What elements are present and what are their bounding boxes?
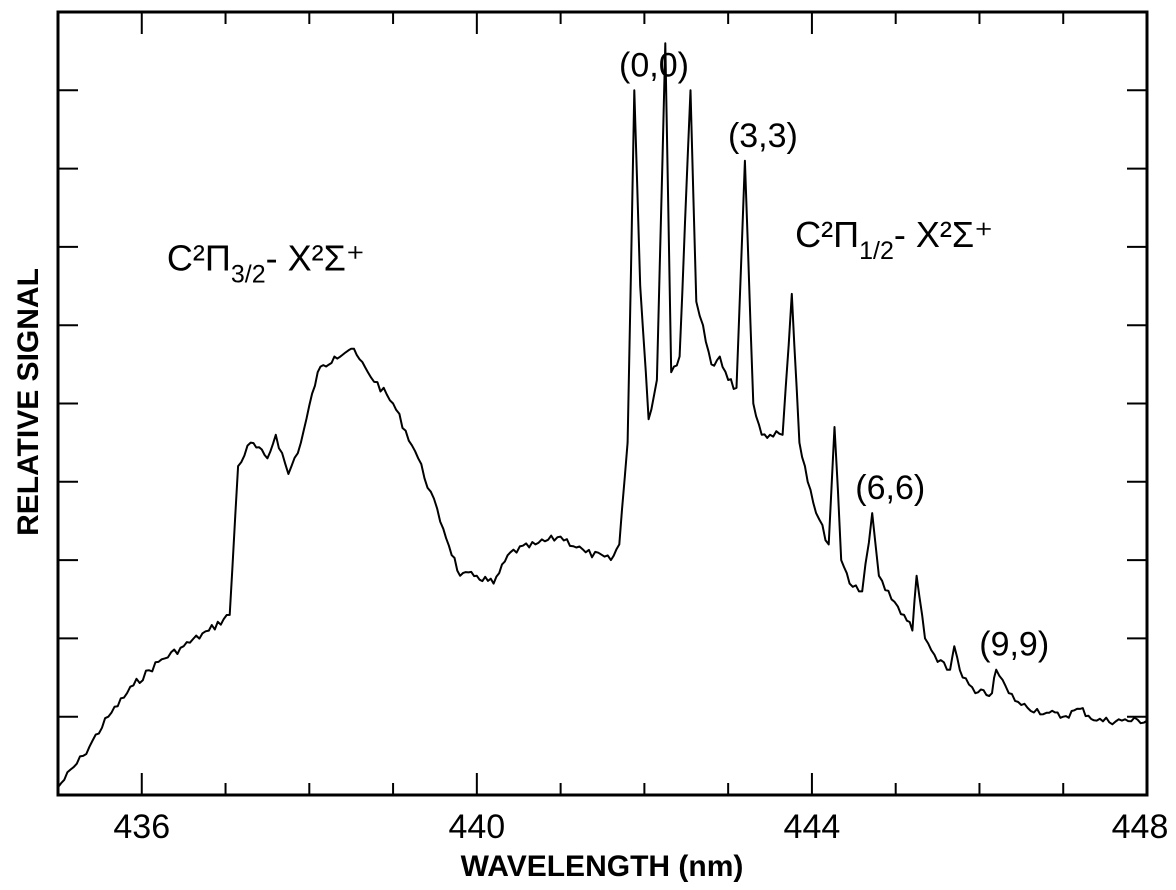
peak-annotation: (0,0) <box>619 46 689 84</box>
x-tick-label: 436 <box>113 808 170 846</box>
x-tick-labels: 436 440 444 448 <box>113 808 1168 846</box>
peak-annotation: (3,3) <box>728 117 798 155</box>
y-axis-title: RELATIVE SIGNAL <box>12 268 45 536</box>
x-tick-label: 444 <box>784 808 841 846</box>
peak-annotation: (6,6) <box>855 469 925 507</box>
spectrum-series-line <box>57 42 1148 788</box>
band-label: C²Π1/2- X²Σ⁺ <box>795 214 993 265</box>
plot-frame <box>56 10 1149 797</box>
x-axis-title: WAVELENGTH (nm) <box>461 850 744 883</box>
band-labels: C²Π3/2- X²Σ⁺ C²Π1/2- X²Σ⁺ <box>167 214 993 288</box>
peak-annotation: (9,9) <box>979 626 1049 664</box>
x-tick-label: 440 <box>448 808 505 846</box>
peak-annotations: (0,0) (3,3) (6,6) (9,9) <box>619 46 1049 663</box>
band-label: C²Π3/2- X²Σ⁺ <box>167 237 365 288</box>
x-tick-label: 448 <box>1112 808 1169 846</box>
axis-ticks <box>57 12 1148 795</box>
